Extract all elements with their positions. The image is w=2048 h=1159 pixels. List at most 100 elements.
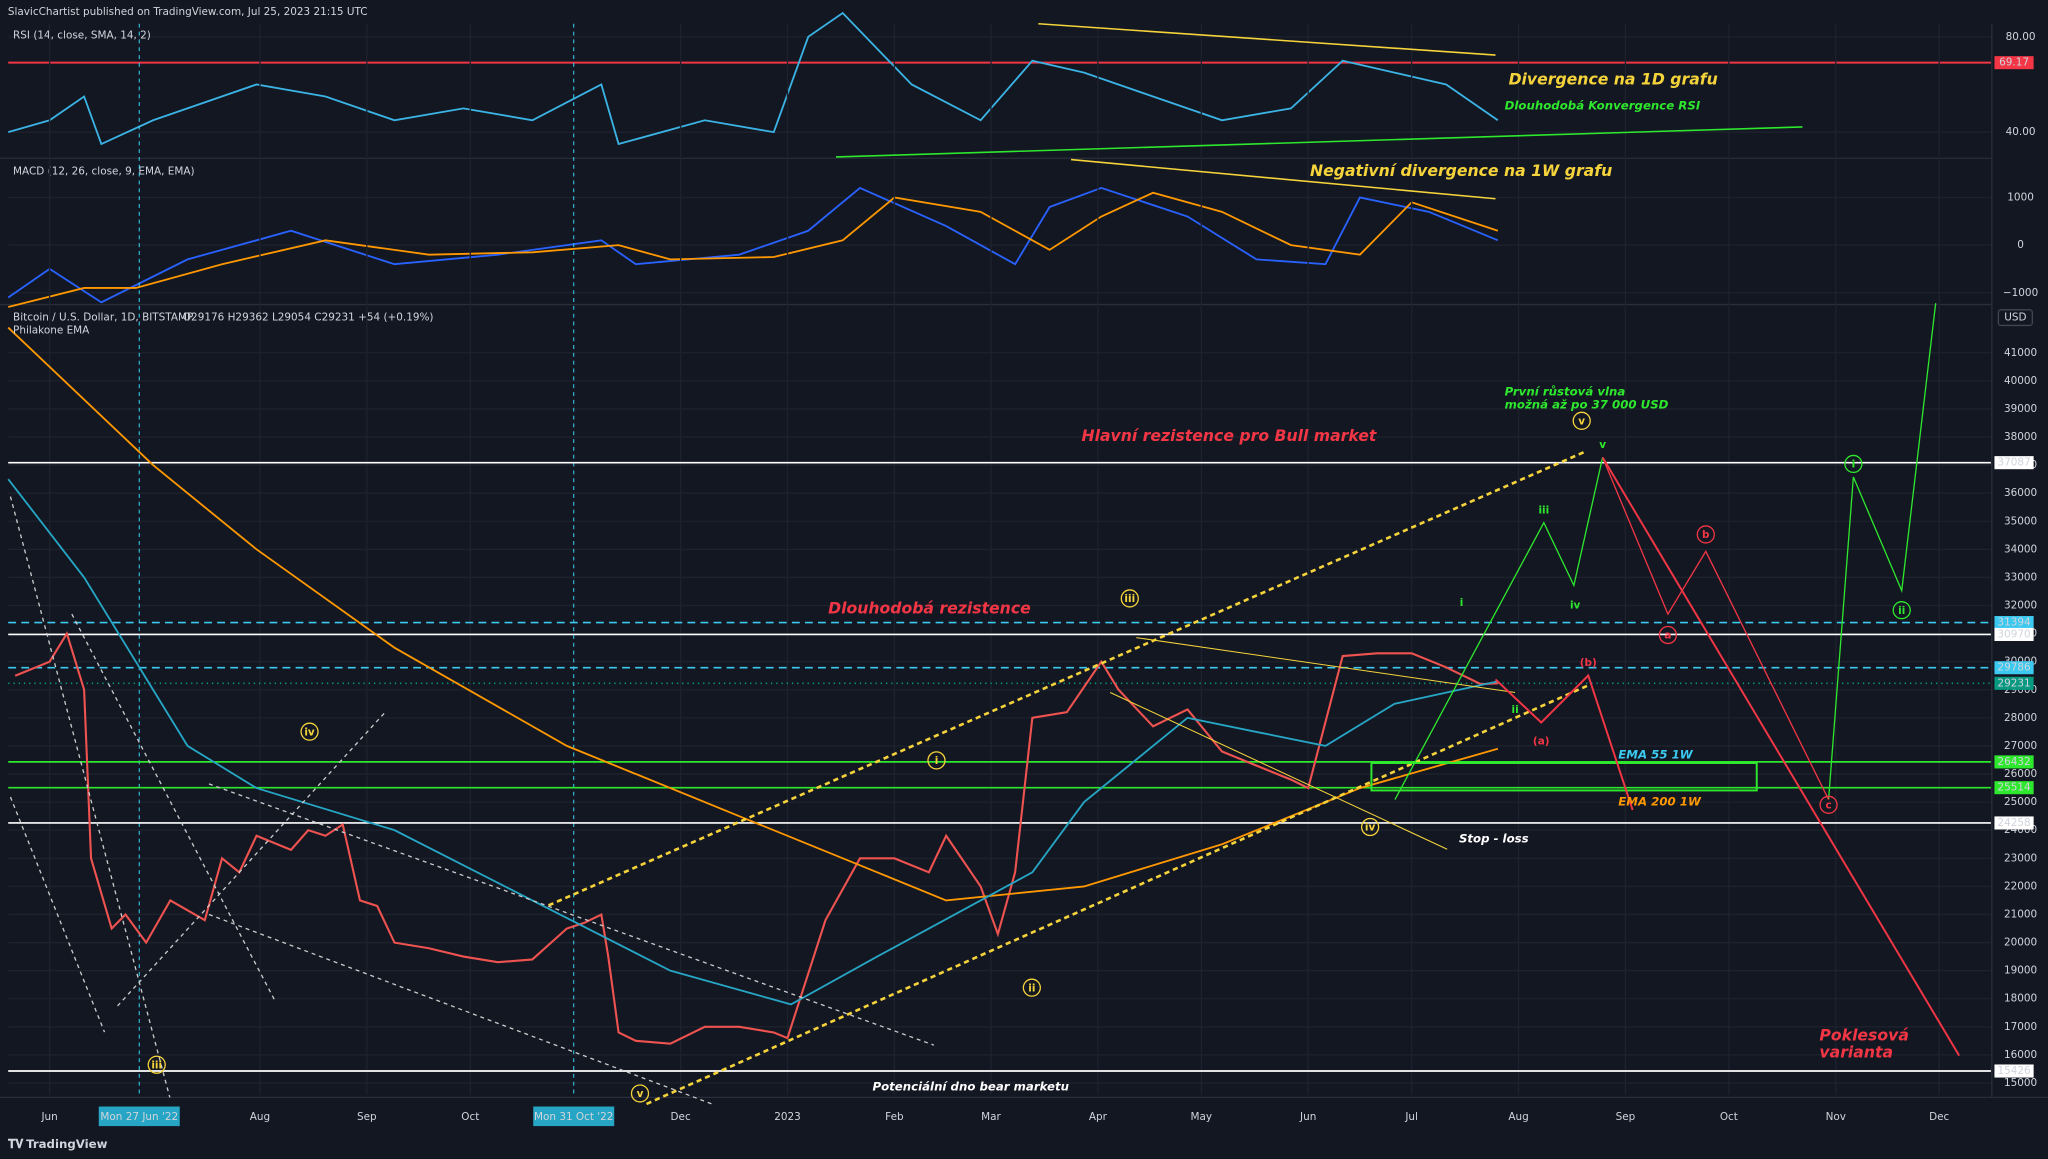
wave-circle xyxy=(1696,525,1715,544)
x-tick-label: Feb xyxy=(885,1111,904,1123)
x-tick-label: Jun xyxy=(1299,1111,1316,1123)
annotation: varianta xyxy=(1819,1042,1893,1061)
annotation: Dlouhodobá rezistence xyxy=(828,598,1031,617)
annotation: Divergence na 1D grafu xyxy=(1509,69,1718,88)
y-tick-label: 25000 xyxy=(2004,796,2037,808)
wave-circle xyxy=(300,722,319,741)
annotation: Dlouhodobá Konvergence RSI xyxy=(1505,99,1701,113)
wave-label: (a) xyxy=(1533,735,1550,747)
trend-line xyxy=(9,496,171,1098)
series-line xyxy=(8,191,1499,308)
wave-label: ii xyxy=(1512,704,1519,716)
pane: 80.00 40.00 69.17 RSI (14, close, SMA, 14, … xyxy=(7,11,2036,146)
series-line xyxy=(7,478,1499,1006)
wave-label: b xyxy=(1702,529,1709,541)
wave-circle xyxy=(1572,411,1591,430)
crosshair-label: Mon 31 Oct '22 xyxy=(534,1111,613,1123)
level-label-bg xyxy=(1994,627,2034,641)
x-tick-label: Sep xyxy=(1616,1111,1636,1123)
level-label: 29231 xyxy=(1997,677,2030,689)
support-box xyxy=(1370,762,1758,792)
level-label-bg xyxy=(1994,781,2034,795)
wave-circle xyxy=(1360,817,1380,837)
y-tick-label: 16000 xyxy=(2004,1049,2037,1061)
wave-label: a xyxy=(1664,630,1671,642)
y-tick-label: 36000 xyxy=(2004,487,2037,499)
series-line xyxy=(7,186,1499,304)
annotation: Hlavní rezistence pro Bull market xyxy=(1081,426,1376,445)
convergence-line xyxy=(835,126,1803,158)
forecast-bear-arrow xyxy=(1601,456,1961,1057)
level-label: 15426 xyxy=(1997,1065,2030,1077)
y-tick-label: 23000 xyxy=(2004,852,2037,864)
wave-label: iii xyxy=(151,1059,162,1071)
level-label-bg xyxy=(1994,56,2034,70)
y-tick-label: 18000 xyxy=(2004,993,2037,1005)
y-tick-label: 40000 xyxy=(2004,375,2037,387)
level-label-bg xyxy=(1994,1064,2034,1078)
wave-label: iii xyxy=(1538,504,1549,516)
x-tick-label: Jun xyxy=(40,1111,57,1123)
ohlc: O29176 H29362 L29054 C29231 +54 (+0.19%) xyxy=(183,312,434,324)
wave-label: iv xyxy=(1365,822,1376,834)
y-tick-label: 15000 xyxy=(2004,1077,2037,1089)
brand: TradingView xyxy=(26,1137,108,1151)
y-tick-label: 35000 xyxy=(2004,515,2037,527)
publisher: SlavicChartist published on TradingView.… xyxy=(8,6,368,18)
forecast-bear xyxy=(1602,457,1830,800)
wave-label: (b) xyxy=(1580,657,1597,669)
x-tick-label: Oct xyxy=(1720,1111,1738,1123)
annotation: První růstová vlna xyxy=(1505,385,1626,399)
wave-circle xyxy=(147,1055,166,1074)
x-tick-label: Mar xyxy=(981,1111,1001,1123)
currency: USD xyxy=(2004,312,2026,324)
wave-circle xyxy=(1892,601,1911,620)
level-label: 25514 xyxy=(1997,782,2031,794)
brand-logo: 𝐓𝐕 xyxy=(8,1137,25,1151)
channel-line xyxy=(646,684,1588,1106)
x-tick-label: Oct xyxy=(461,1111,479,1123)
pane: 1000 0 −1000 MACD (12, 26, close, 9, EMA, E… xyxy=(7,165,2038,308)
x-tick-label: Nov xyxy=(1826,1111,1846,1123)
x-tick-label: Aug xyxy=(1508,1111,1528,1123)
x-tick-label: Sep xyxy=(357,1111,377,1123)
forecast-bull xyxy=(1827,303,1937,800)
level-label-bg xyxy=(1994,755,2034,769)
level-label-bg xyxy=(1994,661,2034,675)
wave-label: iv xyxy=(304,726,315,738)
level-label-bg xyxy=(1994,616,2034,630)
wave-label: ii xyxy=(1028,982,1035,994)
wave-label: ii xyxy=(1898,605,1905,617)
x-tick-label: Apr xyxy=(1089,1111,1108,1123)
wave-label: v xyxy=(1599,439,1606,451)
y-tick-label: 17000 xyxy=(2004,1021,2037,1033)
y-tick-label: 39000 xyxy=(2004,403,2037,415)
series-line xyxy=(7,11,1499,146)
pane-title: MACD (12, 26, close, 9, EMA, EMA) xyxy=(13,165,195,177)
level-label: 37087 xyxy=(1997,457,2030,469)
forecast-bull xyxy=(1394,457,1604,800)
x-tick-label: May xyxy=(1190,1111,1212,1123)
wave-label: v xyxy=(637,1088,644,1100)
drawings xyxy=(9,22,1961,1106)
wave-circle xyxy=(630,1084,650,1103)
trend-line xyxy=(71,613,275,1000)
y-tick-label: 22000 xyxy=(2004,880,2037,892)
currency-bg xyxy=(1997,309,2033,327)
level-label: 30970 xyxy=(1997,628,2030,640)
divergence-line xyxy=(1070,158,1496,200)
x-tick-label: Jul xyxy=(1404,1111,1418,1123)
footer-bar xyxy=(0,1133,2048,1159)
wave-label: i xyxy=(1852,459,1856,471)
level-label: 69.17 xyxy=(1999,57,2029,69)
crosshair-label-bg xyxy=(98,1106,180,1127)
annotation: EMA 55 1W xyxy=(1618,748,1694,762)
trend-line xyxy=(117,711,386,1007)
wave-circle xyxy=(1120,589,1139,608)
flag-line xyxy=(1136,637,1516,693)
crosshair-label: Mon 27 Jun '22 xyxy=(100,1111,178,1123)
wave-label: iii xyxy=(1124,593,1135,605)
y-tick-label: 26000 xyxy=(2004,768,2037,780)
wave-label: i xyxy=(1460,597,1464,609)
